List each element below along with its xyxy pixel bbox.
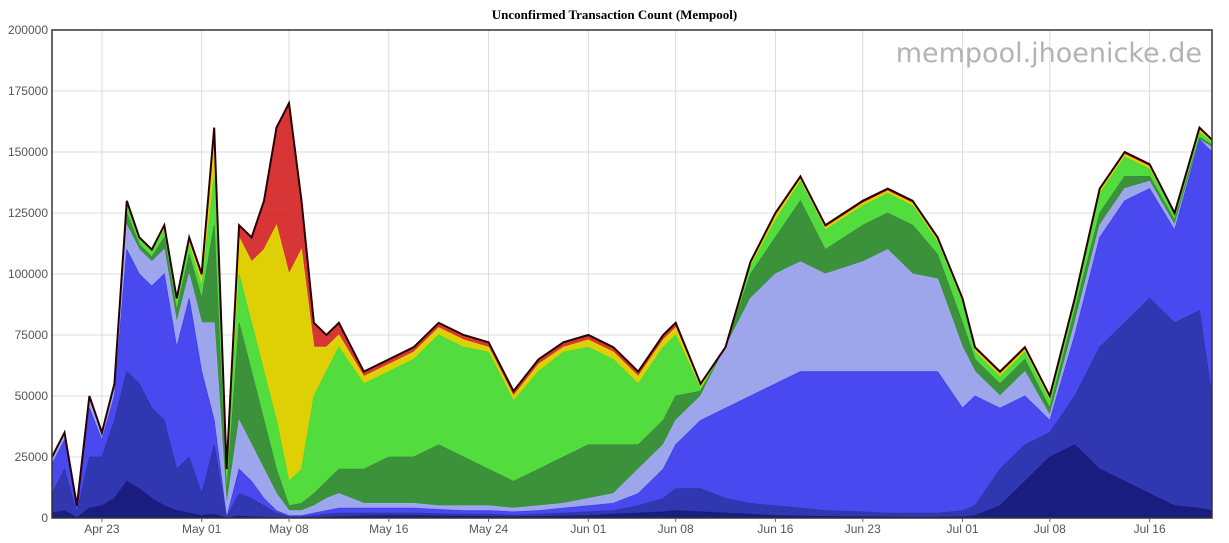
x-tick-label: Jun 01: [570, 522, 606, 536]
y-tick-label: 50000: [15, 389, 49, 403]
y-tick-label: 150000: [8, 145, 48, 159]
total-outline: [51, 99, 1213, 506]
plot-frame: [51, 29, 1213, 519]
x-axis: Apr 23 May 01 May 08 May 16 May 24 Jun 01 Jun …: [84, 518, 1166, 536]
x-tick-label: Jul 16: [1134, 522, 1166, 536]
y-tick-label: 175000: [8, 84, 48, 98]
y-tick-label: 25000: [15, 450, 49, 464]
x-tick-label: Apr 23: [84, 522, 120, 536]
area-series: [51, 444, 1213, 519]
area-series: [51, 139, 1213, 519]
total-line: [51, 99, 1213, 506]
y-tick-label: 100000: [8, 267, 48, 281]
chart-title: Unconfirmed Transaction Count (Mempool): [491, 7, 738, 22]
y-tick-label: 200000: [8, 23, 48, 37]
y-tick-label: 75000: [15, 328, 49, 342]
x-tick-label: Jun 08: [658, 522, 694, 536]
x-tick-label: Jul 01: [947, 522, 979, 536]
x-tick-label: May 16: [369, 522, 409, 536]
watermark-text: mempool.jhoenicke.de: [896, 38, 1202, 69]
y-tick-label: 0: [41, 511, 48, 525]
x-tick-label: Jul 08: [1034, 522, 1066, 536]
y-tick-label: 125000: [8, 206, 48, 220]
x-tick-label: Jun 16: [757, 522, 793, 536]
y-axis: 0 25000 50000 75000 100000 125000 150000 175000…: [8, 23, 48, 525]
x-tick-label: Jun 23: [845, 522, 881, 536]
x-tick-label: May 08: [269, 522, 309, 536]
x-tick-label: May 24: [469, 522, 509, 536]
area-series-group: [51, 101, 1213, 520]
x-tick-label: May 01: [182, 522, 222, 536]
